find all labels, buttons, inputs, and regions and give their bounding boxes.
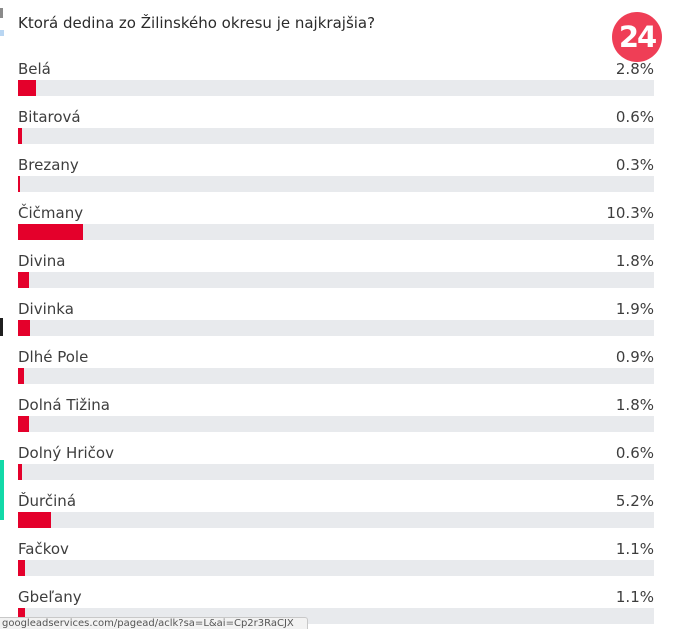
poll-option-bar-track: [18, 464, 654, 480]
poll-option-bar-fill: [18, 80, 36, 96]
poll-option[interactable]: Dlhé Pole 0.9%: [18, 346, 654, 394]
poll-option[interactable]: Dolný Hričov 0.6%: [18, 442, 654, 490]
poll-option-label: Brezany: [18, 156, 79, 174]
poll-option[interactable]: Brezany 0.3%: [18, 154, 654, 202]
poll-option-percent: 1.1%: [615, 588, 654, 606]
poll-option-bar-fill: [18, 128, 22, 144]
poll-option-bar-fill: [18, 416, 29, 432]
edge-fragment: [0, 460, 4, 520]
poll-option-bar-track: [18, 176, 654, 192]
poll-option-percent: 1.1%: [615, 540, 654, 558]
poll-option-percent: 0.6%: [615, 444, 654, 462]
poll-option-bar-track: [18, 320, 654, 336]
poll-option-percent: 5.2%: [615, 492, 654, 510]
poll-option-percent: 1.8%: [615, 396, 654, 414]
poll-option-bar-track: [18, 560, 654, 576]
poll-option-bar-track: [18, 416, 654, 432]
poll-option-bar-track: [18, 272, 654, 288]
poll-option-bar-track: [18, 512, 654, 528]
poll-option-bar-fill: [18, 368, 24, 384]
poll-option-bar-fill: [18, 464, 22, 480]
poll-option-bar-track: [18, 128, 654, 144]
poll-option-label: Dolný Hričov: [18, 444, 114, 462]
site-logo-24[interactable]: 24: [612, 12, 662, 62]
status-url: googleadservices.com/pagead/aclk?sa=L&ai…: [2, 618, 294, 629]
poll-option[interactable]: Fačkov 1.1%: [18, 538, 654, 586]
poll-option-label: Gbeľany: [18, 588, 82, 606]
browser-status-bar: googleadservices.com/pagead/aclk?sa=L&ai…: [0, 617, 308, 629]
poll-option-label: Belá: [18, 60, 51, 78]
edge-fragment: [0, 30, 4, 36]
poll-option-label: Divina: [18, 252, 66, 270]
edge-fragment: [0, 8, 3, 18]
poll-option-percent: 0.6%: [615, 108, 654, 126]
poll-option-bar-fill: [18, 320, 30, 336]
poll-option-bar-track: [18, 368, 654, 384]
poll-option-percent: 0.9%: [615, 348, 654, 366]
poll-option-label: Bitarová: [18, 108, 81, 126]
poll-option-label: Divinka: [18, 300, 74, 318]
poll-option-percent: 10.3%: [606, 204, 654, 222]
poll-option-bar-track: [18, 224, 654, 240]
poll-option[interactable]: Čičmany 10.3%: [18, 202, 654, 250]
poll-option-bar-fill: [18, 512, 51, 528]
poll-option-percent: 1.8%: [615, 252, 654, 270]
poll-option-bar-track: [18, 80, 654, 96]
poll-option-label: Fačkov: [18, 540, 69, 558]
poll-option[interactable]: Divina 1.8%: [18, 250, 654, 298]
poll-option-label: Čičmany: [18, 204, 84, 222]
poll-option-bar-fill: [18, 224, 83, 240]
poll-option[interactable]: Bitarová 0.6%: [18, 106, 654, 154]
poll-option-label: Dlhé Pole: [18, 348, 89, 366]
poll-option[interactable]: Dolná Tižina 1.8%: [18, 394, 654, 442]
poll-option-percent: 0.3%: [615, 156, 654, 174]
poll-options-list: Belá 2.8% Bitarová 0.6% Brezany 0.3% Čičmany 10…: [18, 58, 654, 629]
poll-option[interactable]: Divinka 1.9%: [18, 298, 654, 346]
poll-option[interactable]: Ďurčiná 5.2%: [18, 490, 654, 538]
poll-option-bar-fill: [18, 560, 25, 576]
poll-option-label: Dolná Tižina: [18, 396, 110, 414]
poll-option[interactable]: Belá 2.8%: [18, 58, 654, 106]
poll-option-bar-fill: [18, 272, 29, 288]
poll-question: Ktorá dedina zo Žilinského okresu je naj…: [18, 14, 376, 32]
edge-fragment: [0, 318, 3, 336]
poll-option-label: Ďurčiná: [18, 492, 77, 510]
adjacent-page-edge: [0, 0, 6, 629]
poll-option-percent: 2.8%: [615, 60, 654, 78]
poll-option-percent: 1.9%: [615, 300, 654, 318]
logo-text: 24: [618, 20, 657, 54]
poll-option-bar-fill: [18, 608, 25, 624]
poll-option-bar-fill: [18, 176, 20, 192]
